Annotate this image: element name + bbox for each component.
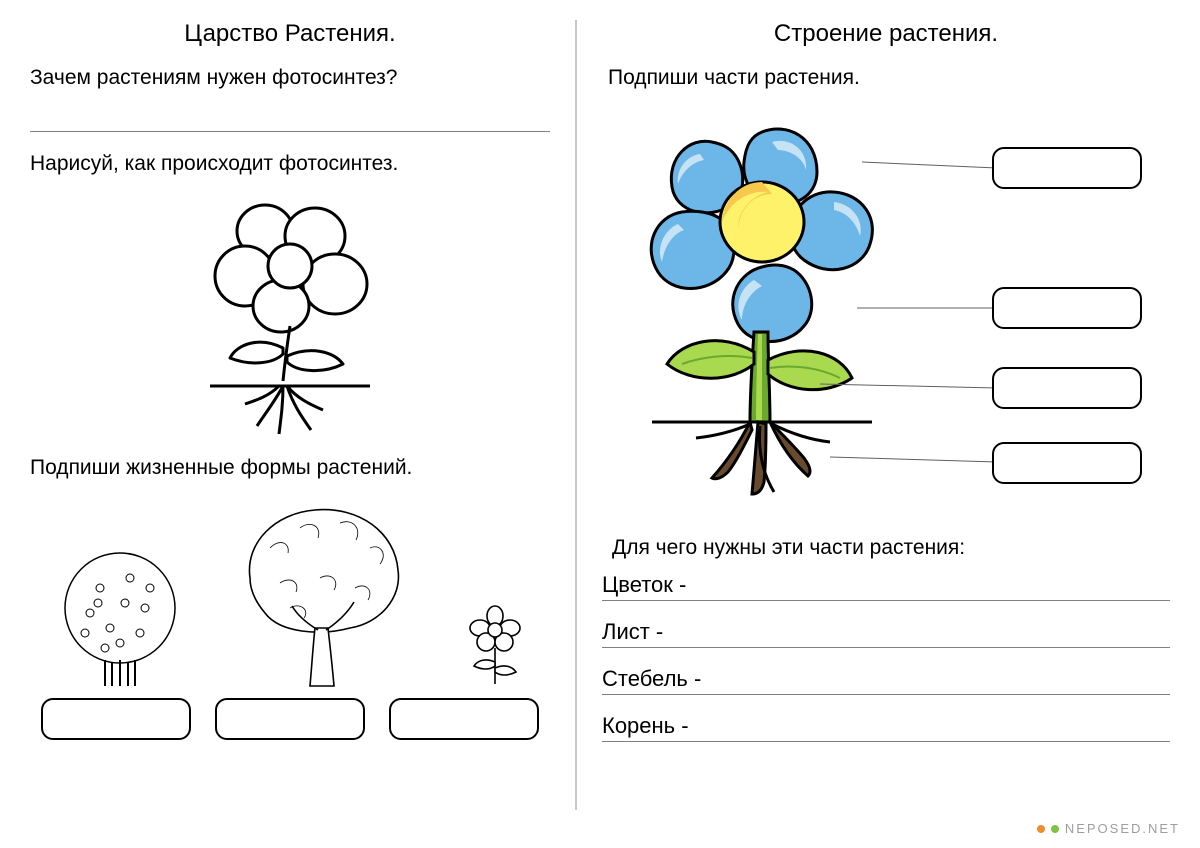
question-photosynthesis: Зачем растениям нужен фотосинтез? xyxy=(30,66,550,90)
bush-icon xyxy=(50,538,190,688)
flower-diagram xyxy=(602,102,1162,522)
part-label-box[interactable] xyxy=(992,287,1142,329)
part-label-box[interactable] xyxy=(992,147,1142,189)
instruction-lifeforms: Подпиши жизненные формы растений. xyxy=(30,456,550,480)
form-label-boxes xyxy=(30,698,550,740)
right-title: Строение растения. xyxy=(602,20,1170,48)
part-line-root[interactable]: Корень - xyxy=(602,711,1170,742)
part-line-stem[interactable]: Стебель - xyxy=(602,664,1170,695)
tree-icon xyxy=(230,488,420,688)
watermark-text: NEPOSED.NET xyxy=(1065,821,1180,836)
watermark: NEPOSED.NET xyxy=(1037,821,1180,836)
form-box[interactable] xyxy=(41,698,191,740)
part-label-box[interactable] xyxy=(992,367,1142,409)
watermark-dot-icon xyxy=(1051,825,1059,833)
form-box[interactable] xyxy=(389,698,539,740)
form-box[interactable] xyxy=(215,698,365,740)
flower-outline-drawing xyxy=(175,186,405,446)
answer-line[interactable] xyxy=(30,102,550,132)
part-label-box[interactable] xyxy=(992,442,1142,484)
instruction-draw: Нарисуй, как происходит фотосинтез. xyxy=(30,152,550,176)
right-column: Строение растения. Подпиши части растени… xyxy=(577,20,1170,818)
part-line-leaf[interactable]: Лист - xyxy=(602,617,1170,648)
small-flower-icon xyxy=(460,598,530,688)
left-column: Царство Растения. Зачем растениям нужен … xyxy=(30,20,575,818)
part-line-flower[interactable]: Цветок - xyxy=(602,570,1170,601)
parts-question: Для чего нужны эти части растения: xyxy=(612,536,1170,560)
left-title: Царство Растения. xyxy=(30,20,550,48)
instruction-label-parts: Подпиши части растения. xyxy=(608,66,1170,90)
watermark-dot-icon xyxy=(1037,825,1045,833)
plant-forms-row xyxy=(30,488,550,688)
